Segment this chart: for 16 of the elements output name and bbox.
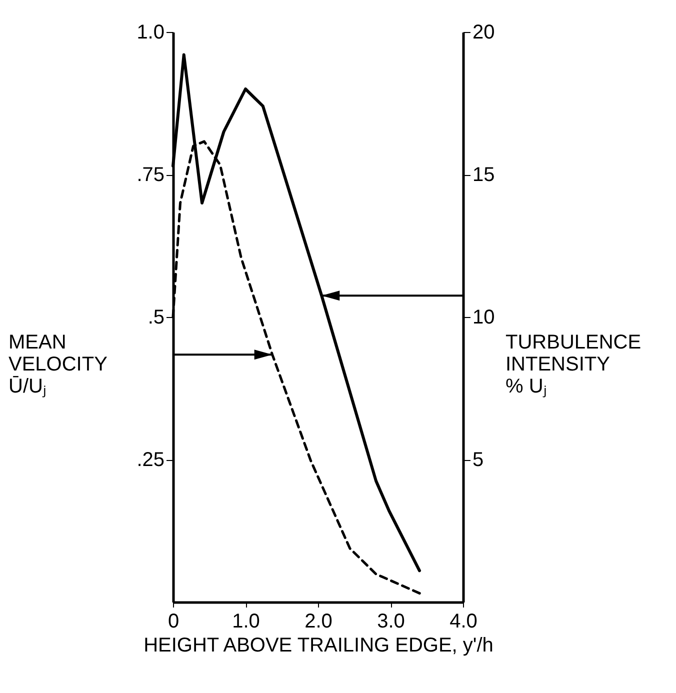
y2-tick-label: 20 (472, 22, 495, 44)
y2-tick-label: 5 (472, 449, 484, 471)
x-tick-label: 2.0 (304, 610, 332, 632)
y-tick-label: .25 (136, 449, 164, 471)
y-tick-label: 1.0 (136, 22, 164, 44)
y2-axis-title: TURBULENCE INTENSITY % Uⱼ (506, 332, 642, 398)
x-tick-label: 0 (168, 610, 180, 632)
y2-tick-label: 10 (472, 306, 495, 328)
x-tick-label: 4.0 (450, 610, 478, 632)
x-axis-title: HEIGHT ABOVE TRAILING EDGE, y'/h (144, 634, 494, 656)
y2-tick-label: 15 (472, 164, 495, 186)
y-axis-title: MEAN VELOCITY Ū/Uⱼ (8, 332, 108, 398)
x-tick-label: 1.0 (232, 610, 260, 632)
y-tick-label: .5 (148, 306, 164, 328)
y-tick-label: .75 (136, 164, 164, 186)
x-tick-label: 3.0 (377, 610, 405, 632)
